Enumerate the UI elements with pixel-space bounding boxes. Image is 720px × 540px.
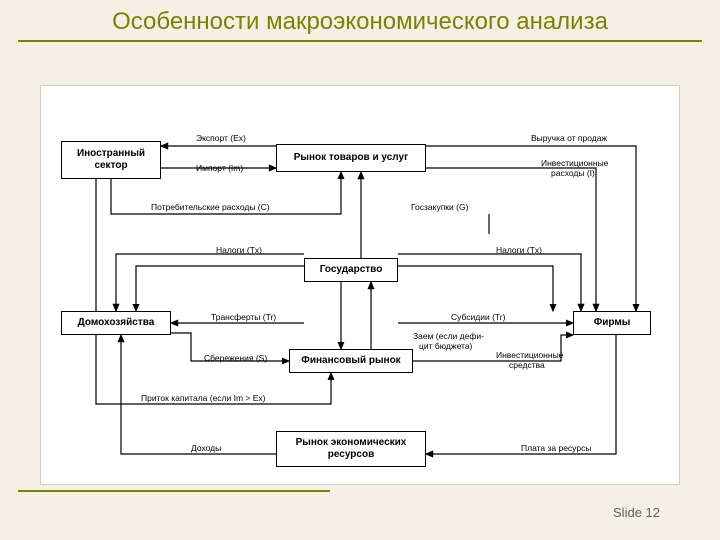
node-households: Домохозяйства bbox=[61, 311, 171, 335]
node-firms: Фирмы bbox=[573, 311, 651, 335]
circular-flow-diagram: Иностранный сектор Рынок товаров и услуг Г… bbox=[40, 85, 680, 485]
edge-label-15: средства bbox=[509, 361, 545, 370]
slide-number: Slide 12 bbox=[613, 505, 660, 520]
node-goods: Рынок товаров и услуг bbox=[276, 144, 426, 172]
edge-label-9: Трансферты (Tr) bbox=[211, 313, 276, 322]
edge-label-5: Потребительские расходы (С) bbox=[151, 203, 270, 212]
footer-divider bbox=[18, 490, 330, 492]
edge-label-12: цит бюджета) bbox=[419, 342, 472, 351]
edge-label-2: Выручка от продаж bbox=[531, 134, 607, 143]
page-title: Особенности макроэкономического анализа bbox=[0, 0, 720, 40]
node-resources: Рынок экономических ресурсов bbox=[276, 431, 426, 467]
edge-label-1: Импорт (Im) bbox=[196, 164, 243, 173]
edge-label-16: Приток капитала (если Im > Ex) bbox=[141, 394, 266, 403]
title-divider bbox=[18, 40, 702, 42]
edge-label-10: Субсидии (Tr) bbox=[451, 313, 505, 322]
node-foreign: Иностранный сектор bbox=[61, 141, 161, 179]
edge-label-4: расходы (I) bbox=[551, 169, 595, 178]
edge-label-3: Инвестиционные bbox=[541, 159, 608, 168]
edge-label-6: Госзакупки (G) bbox=[411, 203, 468, 212]
node-finance: Финансовый рынок bbox=[289, 349, 413, 373]
edge-label-17: Доходы bbox=[191, 444, 221, 453]
node-state: Государство bbox=[304, 258, 398, 282]
edge-label-8: Налоги (Tx) bbox=[496, 246, 542, 255]
edge-label-7: Налоги (Tx) bbox=[216, 246, 262, 255]
edge-label-13: Сбережения (S) bbox=[204, 354, 267, 363]
edge-label-14: Инвестиционные bbox=[496, 351, 563, 360]
edge-label-0: Экспорт (Ex) bbox=[196, 134, 246, 143]
edge-label-18: Плата за ресурсы bbox=[521, 444, 591, 453]
edge-label-11: Заем (если дефи- bbox=[413, 332, 484, 341]
